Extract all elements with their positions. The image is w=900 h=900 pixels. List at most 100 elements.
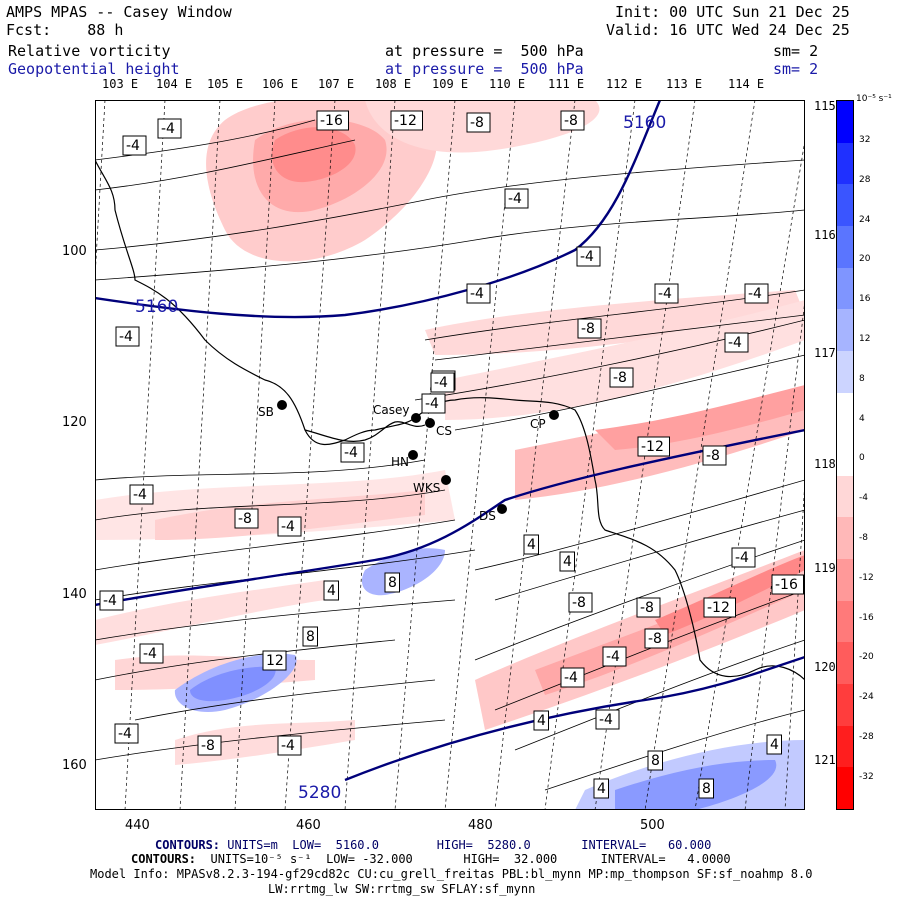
field1-name: Relative vorticity bbox=[8, 42, 171, 60]
vorticity-label: -8 bbox=[648, 631, 662, 647]
vorticity-label: -4 bbox=[281, 519, 295, 535]
vorticity-label-box bbox=[122, 135, 147, 156]
station-dot bbox=[441, 475, 451, 485]
vorticity-label-box bbox=[390, 110, 423, 131]
colorbar-segment bbox=[837, 434, 853, 476]
vorticity-label-box bbox=[560, 667, 585, 688]
vorticity-label-box bbox=[654, 283, 679, 304]
vorticity-label: 4 bbox=[770, 737, 779, 753]
vorticity-label-box bbox=[609, 367, 634, 388]
x-tick-label: 480 bbox=[468, 818, 493, 833]
vorticity-label-box bbox=[702, 445, 727, 466]
field2-smoothing: sm= 2 bbox=[773, 60, 819, 78]
station-dot bbox=[411, 413, 421, 423]
vorticity-label-box bbox=[302, 626, 318, 647]
vorticity-label-box bbox=[323, 580, 339, 601]
vorticity-label: 4 bbox=[597, 781, 606, 797]
vorticity-label: 12 bbox=[266, 653, 284, 669]
y-tick-label: 140 bbox=[62, 587, 87, 602]
vorticity-label-box bbox=[277, 516, 302, 537]
vorticity-label: -4 bbox=[161, 121, 175, 137]
field2-level: at pressure = 500 hPa bbox=[385, 60, 584, 78]
vorticity-label: -4 bbox=[658, 286, 672, 302]
colorbar-segment bbox=[837, 309, 853, 351]
product-title: AMPS MPAS -- Casey Window bbox=[6, 3, 232, 21]
vorticity-label-box bbox=[421, 393, 446, 414]
lon-label: 107 E bbox=[318, 77, 355, 91]
vorticity-label: -4 bbox=[735, 550, 749, 566]
vorticity-map: SB Casey CS CP HN WKS DS 5160 5160 5280 … bbox=[95, 100, 805, 810]
vorticity-label: -16 bbox=[320, 113, 343, 129]
colorbar-tick-label: 28 bbox=[859, 174, 871, 185]
vorticity-label-box bbox=[576, 246, 601, 267]
station-dot bbox=[549, 410, 559, 420]
vorticity-label: -8 bbox=[564, 113, 578, 129]
colorbar-tick-label: -20 bbox=[859, 652, 874, 663]
vorticity-contours bbox=[95, 119, 805, 791]
vorticity-label: -8 bbox=[470, 115, 484, 131]
vorticity-label: -12 bbox=[707, 600, 730, 616]
vorticity-label-box bbox=[157, 118, 182, 139]
colorbar-tick-label: 16 bbox=[859, 294, 871, 305]
vorticity-label: -4 bbox=[281, 738, 295, 754]
station-labels: SB Casey CS CP HN WKS DS bbox=[258, 403, 546, 523]
vorticity-label-box bbox=[277, 735, 302, 756]
vorticity-label: 8 bbox=[651, 753, 660, 769]
vorticity-label: -8 bbox=[613, 370, 627, 386]
valid-time: Valid: 16 UTC Wed 24 Dec 25 bbox=[606, 21, 850, 39]
station-label: Casey bbox=[373, 403, 409, 417]
colorbar-segment bbox=[837, 767, 853, 809]
station-dot bbox=[277, 400, 287, 410]
vorticity-label: 8 bbox=[388, 575, 397, 591]
vorticity-label-box bbox=[637, 436, 670, 457]
colorbar-tick-label: 4 bbox=[859, 413, 865, 424]
lon-label: 103 E bbox=[102, 77, 139, 91]
station-label: CP bbox=[530, 417, 546, 431]
vorticity-label-box bbox=[114, 723, 139, 744]
contours-label: CONTOURS: bbox=[131, 852, 197, 866]
vorticity-label: -4 bbox=[103, 593, 117, 609]
station-label: SB bbox=[258, 405, 274, 419]
field1-smoothing: sm= 2 bbox=[773, 42, 819, 60]
vorticity-label-box bbox=[636, 597, 661, 618]
colorbar-segment bbox=[837, 184, 853, 226]
vorticity-label: -8 bbox=[640, 600, 654, 616]
vorticity-label-box bbox=[316, 110, 349, 131]
colorbar-tick-label: -16 bbox=[859, 612, 874, 623]
lon-label: 110 E bbox=[489, 77, 526, 91]
contours-label: CONTOURS: bbox=[155, 838, 221, 852]
vorticity-label: -4 bbox=[344, 445, 358, 461]
init-time: Init: 00 UTC Sun 21 Dec 25 bbox=[615, 3, 850, 21]
vorticity-label-box bbox=[340, 442, 365, 463]
colorbar-unit: 10⁻⁵ s⁻¹ bbox=[856, 94, 892, 104]
height-label: 5160 bbox=[623, 113, 666, 133]
lon-label: 109 E bbox=[432, 77, 469, 91]
station-label: WKS bbox=[413, 481, 440, 495]
vorticity-label: 4 bbox=[537, 713, 546, 729]
vorticity-label: 4 bbox=[327, 583, 336, 599]
ice-shelf-edge bbox=[304, 421, 426, 442]
vorticity-label: -8 bbox=[581, 321, 595, 337]
colorbar-segment bbox=[837, 101, 853, 143]
vorticity-label-box bbox=[698, 778, 714, 799]
vorticity-label: -4 bbox=[126, 138, 140, 154]
latlon-grid bbox=[95, 100, 805, 810]
colorbar-tick-label: 0 bbox=[859, 453, 865, 464]
vorticity-label-box bbox=[430, 372, 455, 393]
vorticity-label: 8 bbox=[702, 781, 711, 797]
vorticity-label-box bbox=[384, 572, 400, 593]
station-dot bbox=[408, 450, 418, 460]
vorticity-label-box bbox=[595, 709, 620, 730]
colorbar-tick-label: -12 bbox=[859, 572, 874, 583]
vorticity-label-box bbox=[129, 484, 154, 505]
vorticity-label-box bbox=[644, 628, 669, 649]
station-label: CS bbox=[436, 424, 452, 438]
map-frame bbox=[95, 100, 805, 810]
colorbar-segment bbox=[837, 267, 853, 310]
vorticity-contour-info: CONTOURS: UNITS=10⁻⁵ s⁻¹ LOW= -32.000 HI… bbox=[131, 852, 731, 866]
vorticity-label-box bbox=[504, 188, 529, 209]
colorbar-tick-label: -24 bbox=[859, 692, 874, 703]
vorticity-label: -4 bbox=[133, 487, 147, 503]
vorticity-label: -4 bbox=[564, 670, 578, 686]
colorbar-tick-label: 24 bbox=[859, 214, 871, 225]
